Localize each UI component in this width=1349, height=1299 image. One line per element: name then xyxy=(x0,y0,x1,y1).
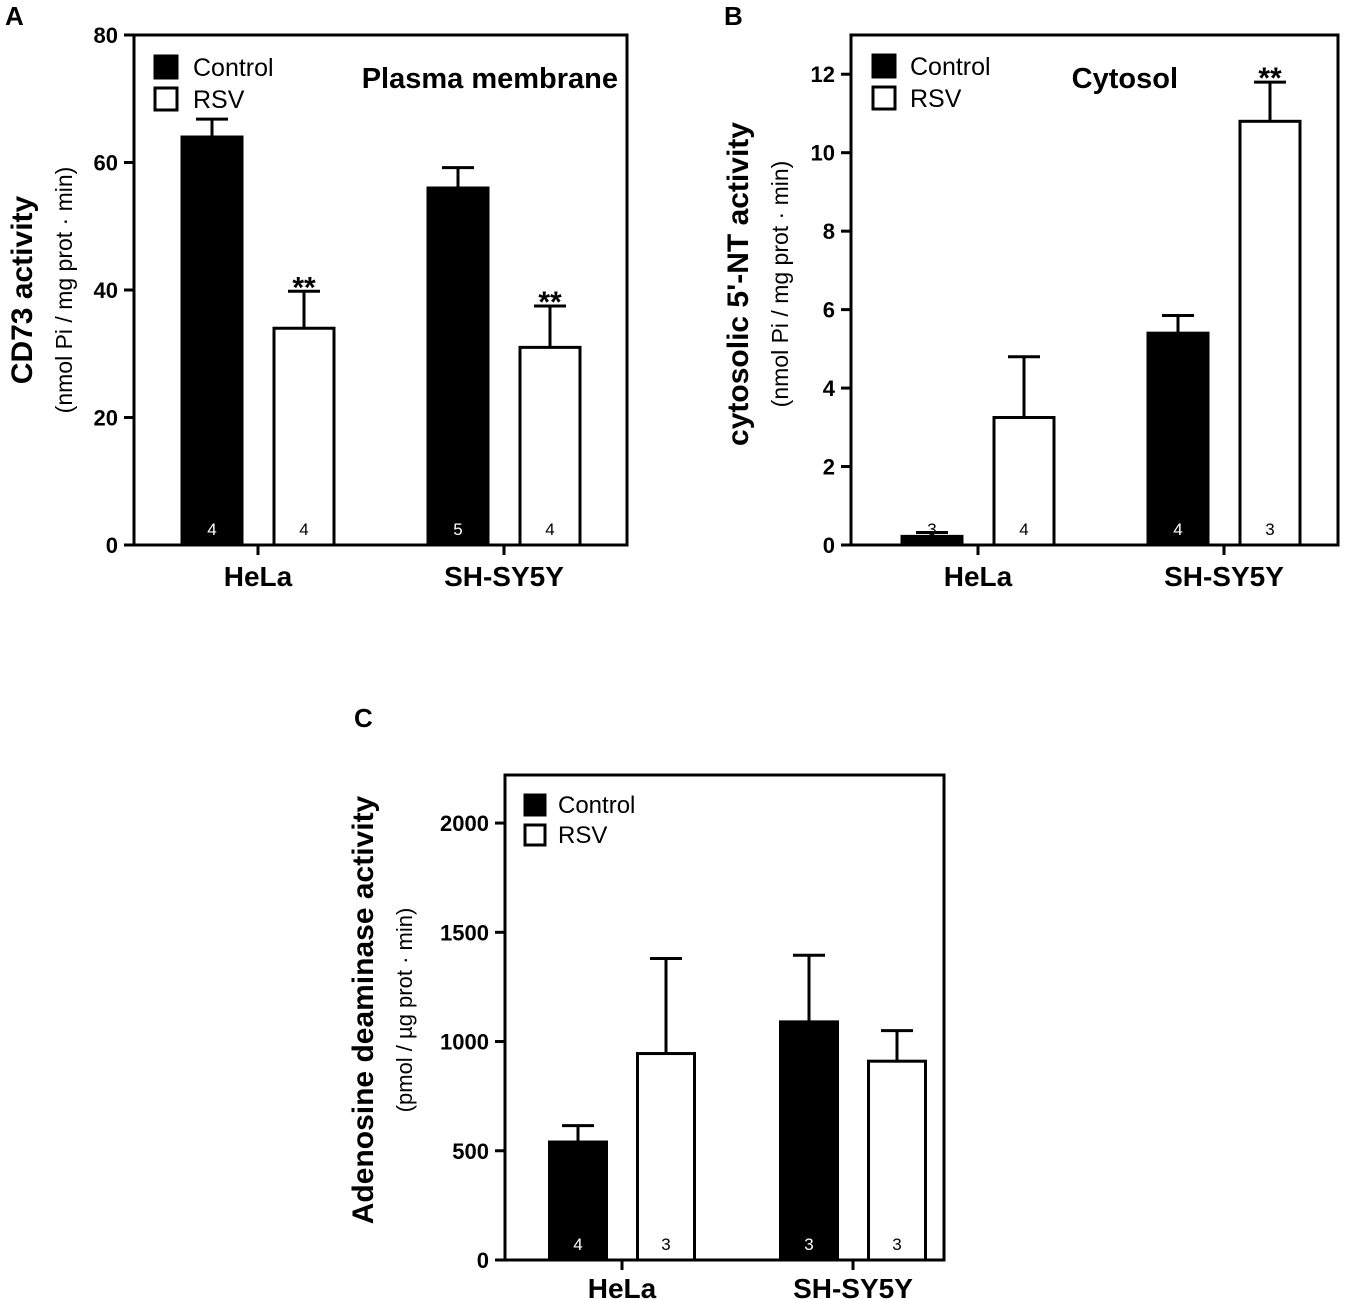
legend-label: RSV xyxy=(193,86,245,114)
y-tick-label: 80 xyxy=(94,23,118,48)
y-axis-label: cytosolic 5'-NT activity xyxy=(722,122,755,446)
panel-label: A xyxy=(5,1,24,31)
n-label: 4 xyxy=(573,1235,582,1254)
plot-frame xyxy=(849,33,1340,547)
bar-control xyxy=(779,1020,839,1262)
n-label: 3 xyxy=(1265,520,1274,539)
chart-panel-c: C 0 500 1000 1500 2000 HeLa SH-SY5Y 4 3 3 3 Control R… xyxy=(347,703,946,1299)
n-label: 4 xyxy=(1173,520,1182,539)
y-tick-label: 0 xyxy=(106,533,118,558)
bar-control xyxy=(1146,331,1210,547)
y-tick-label: 4 xyxy=(823,376,836,401)
y-tick-label: 12 xyxy=(811,62,835,87)
bar-control xyxy=(426,186,490,547)
plot-frame xyxy=(503,773,946,1262)
y-tick-label: 500 xyxy=(452,1139,489,1164)
panel-label: C xyxy=(354,703,373,733)
bar-control xyxy=(548,1140,608,1262)
y-tick-label: 2000 xyxy=(440,811,489,836)
significance-marker: ** xyxy=(538,286,562,319)
n-label: 3 xyxy=(804,1235,813,1254)
y-tick-label: 2 xyxy=(823,455,835,480)
n-label: 3 xyxy=(927,520,936,539)
bar-rsv xyxy=(272,326,336,547)
significance-marker: ** xyxy=(292,271,316,304)
y-tick-label: 1000 xyxy=(440,1030,489,1055)
significance-marker: ** xyxy=(1258,62,1282,95)
n-label: 4 xyxy=(545,520,554,539)
category-label: SH-SY5Y xyxy=(444,561,564,592)
y-axis-unit: (pmol / µg prot · min) xyxy=(392,908,417,1113)
panel-label: B xyxy=(724,1,743,31)
n-label: 4 xyxy=(299,520,308,539)
bar-rsv xyxy=(992,416,1056,547)
y-tick-label: 10 xyxy=(811,141,835,166)
category-label: HeLa xyxy=(224,561,293,592)
bar-rsv xyxy=(518,345,582,547)
legend-swatch-control xyxy=(871,53,897,79)
legend-label: RSV xyxy=(558,822,607,849)
bar-rsv xyxy=(1238,119,1302,547)
bar-control xyxy=(900,534,964,547)
y-tick-label: 40 xyxy=(94,278,118,303)
y-tick-label: 0 xyxy=(477,1248,489,1273)
y-tick-label: 6 xyxy=(823,298,835,323)
chart-panel-b: B 0 2 4 6 8 10 12 HeLa SH-SY5Y 3 4 4 3 ** Control RSV Cyt… xyxy=(722,1,1340,592)
y-axis-label: CD73 activity xyxy=(6,195,39,384)
legend-label: Control xyxy=(910,53,991,81)
y-tick-label: 0 xyxy=(823,533,835,558)
legend-swatch-rsv xyxy=(153,86,179,112)
y-tick-label: 8 xyxy=(823,219,835,244)
category-label: SH-SY5Y xyxy=(1164,561,1284,592)
n-label: 3 xyxy=(892,1235,901,1254)
bar-rsv xyxy=(636,1052,696,1262)
category-label: HeLa xyxy=(588,1273,657,1299)
n-label: 3 xyxy=(661,1235,670,1254)
legend-label: RSV xyxy=(910,85,962,113)
n-label: 5 xyxy=(453,520,462,539)
bar-control xyxy=(180,135,244,547)
category-label: SH-SY5Y xyxy=(793,1273,913,1299)
legend-swatch-control xyxy=(523,793,547,817)
y-tick-label: 20 xyxy=(94,406,118,431)
chart-title: Cytosol xyxy=(1072,63,1178,95)
legend-label: Control xyxy=(558,792,635,819)
legend-swatch-rsv xyxy=(871,85,897,111)
y-axis-label: Adenosine deaminase activity xyxy=(347,795,380,1224)
bar-rsv xyxy=(867,1059,927,1262)
y-axis-unit: (nmol Pi / mg prot · min) xyxy=(767,161,793,408)
legend-label: Control xyxy=(193,54,274,82)
chart-title: Plasma membrane xyxy=(362,63,618,95)
legend-swatch-rsv xyxy=(523,823,547,847)
n-label: 4 xyxy=(1019,520,1028,539)
n-label: 4 xyxy=(207,520,216,539)
category-label: HeLa xyxy=(944,561,1013,592)
y-tick-label: 1500 xyxy=(440,920,489,945)
legend-swatch-control xyxy=(153,54,179,80)
y-axis-unit: (nmol Pi / mg prot · min) xyxy=(51,167,77,414)
y-tick-label: 60 xyxy=(94,151,118,176)
chart-panel-a: A 0 20 40 60 80 HeLa SH-SY5Y 4 5 4 ** 4 ** Control RSV P… xyxy=(5,1,629,592)
